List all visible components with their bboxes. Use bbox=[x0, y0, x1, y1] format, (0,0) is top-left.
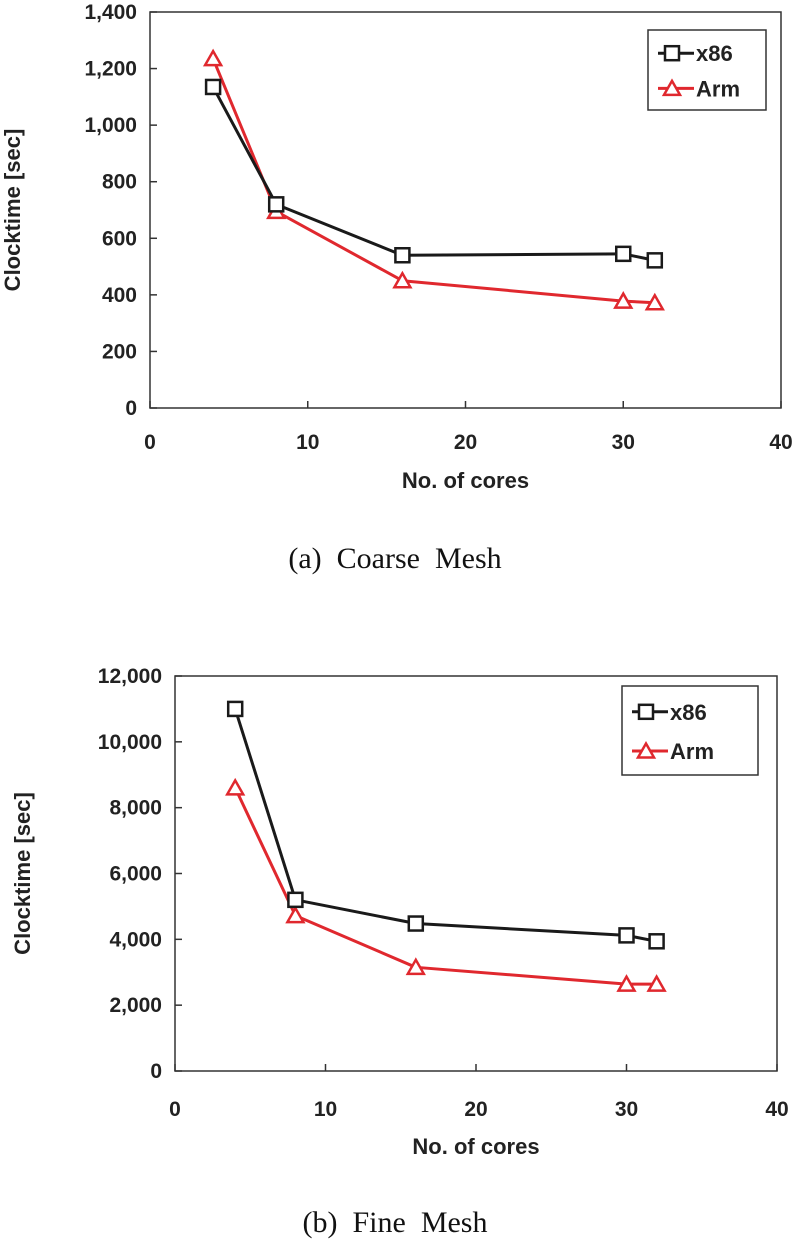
y-tick-label: 200 bbox=[102, 340, 137, 363]
data-point-arm bbox=[644, 292, 665, 311]
legend: x86 Arm bbox=[647, 29, 767, 111]
y-tick-label: 0 bbox=[150, 1060, 162, 1083]
y-tick-label: 400 bbox=[102, 284, 137, 307]
x-tick-label: 10 bbox=[296, 431, 319, 454]
data-point-arm bbox=[285, 905, 306, 924]
legend-box bbox=[621, 685, 759, 776]
series-arm bbox=[202, 48, 665, 311]
x-tick-label: 10 bbox=[314, 1098, 337, 1121]
x-tick-label: 30 bbox=[615, 1098, 638, 1121]
series-line-arm bbox=[211, 58, 655, 305]
legend-label-x86: x86 bbox=[696, 41, 733, 66]
data-point-x86 bbox=[287, 891, 304, 909]
caption-fine-mesh: (b) Fine Mesh bbox=[303, 1206, 488, 1239]
data-point-arm bbox=[392, 270, 413, 289]
series-line-arm bbox=[233, 787, 657, 986]
legend-marker-arm bbox=[661, 78, 683, 97]
chart-fine-mesh: 0 2,000 4,000 6,000 8,000 10,000 12,000 0 10 20 30… bbox=[10, 665, 789, 1159]
x-tick-label: 40 bbox=[769, 431, 792, 454]
x-tick-label: 30 bbox=[612, 431, 635, 454]
y-tick-label: 4,000 bbox=[109, 928, 162, 951]
x-tick-label: 0 bbox=[169, 1098, 181, 1121]
data-point-arm bbox=[405, 957, 426, 976]
data-point-x86 bbox=[615, 245, 632, 263]
y-tick-label: 10,000 bbox=[98, 731, 162, 754]
data-point-x86 bbox=[226, 700, 244, 718]
y-tick-label: 2,000 bbox=[109, 994, 162, 1017]
data-point-arm bbox=[202, 48, 224, 67]
legend-box bbox=[647, 29, 767, 111]
data-point-x86 bbox=[394, 247, 411, 264]
data-point-x86 bbox=[204, 78, 222, 96]
y-tick-label: 800 bbox=[102, 171, 137, 194]
legend-marker-x86 bbox=[637, 703, 655, 721]
data-point-x86 bbox=[407, 915, 425, 932]
y-tick-label: 6,000 bbox=[109, 863, 162, 886]
data-point-arm bbox=[613, 291, 634, 309]
caption-coarse-mesh: (a) Coarse Mesh bbox=[288, 542, 501, 575]
series-line-x86 bbox=[211, 86, 656, 262]
x-tick-label: 20 bbox=[454, 431, 477, 454]
series-x86 bbox=[204, 78, 664, 269]
y-tick-label: 12,000 bbox=[98, 665, 162, 688]
x-axis-label: No. of cores bbox=[402, 468, 529, 493]
legend-label-x86: x86 bbox=[670, 700, 707, 725]
series-arm bbox=[225, 777, 667, 992]
data-point-arm bbox=[616, 974, 637, 992]
legend: x86 Arm bbox=[621, 685, 759, 776]
data-point-x86 bbox=[618, 927, 635, 944]
chart-coarse-mesh: 0 200 400 600 800 1,000 1,200 1,400 0 10 20 30 40 No.… bbox=[0, 1, 793, 493]
data-point-arm bbox=[646, 974, 667, 992]
legend-label-arm: Arm bbox=[670, 739, 714, 764]
x-axis-label: No. of cores bbox=[412, 1134, 539, 1159]
y-axis-label: Clocktime [sec] bbox=[0, 129, 25, 292]
legend-label-arm: Arm bbox=[696, 76, 740, 101]
y-tick-label: 8,000 bbox=[109, 797, 162, 820]
legend-marker-arm bbox=[635, 740, 657, 759]
y-axis-label: Clocktime [sec] bbox=[10, 792, 35, 955]
x-tick-label: 20 bbox=[464, 1098, 487, 1121]
legend-marker-x86 bbox=[663, 44, 681, 62]
data-point-x86 bbox=[646, 252, 664, 269]
data-point-x86 bbox=[648, 933, 665, 950]
y-tick-label: 1,000 bbox=[84, 114, 137, 137]
y-tick-label: 1,400 bbox=[84, 1, 137, 24]
y-tick-label: 600 bbox=[102, 227, 137, 250]
x-tick-label: 0 bbox=[144, 431, 156, 454]
y-tick-label: 0 bbox=[125, 397, 137, 420]
x-tick-label: 40 bbox=[765, 1098, 788, 1121]
series-x86 bbox=[226, 700, 665, 950]
y-tick-label: 1,200 bbox=[84, 58, 137, 81]
data-point-x86 bbox=[267, 196, 285, 213]
data-point-arm bbox=[225, 777, 246, 796]
